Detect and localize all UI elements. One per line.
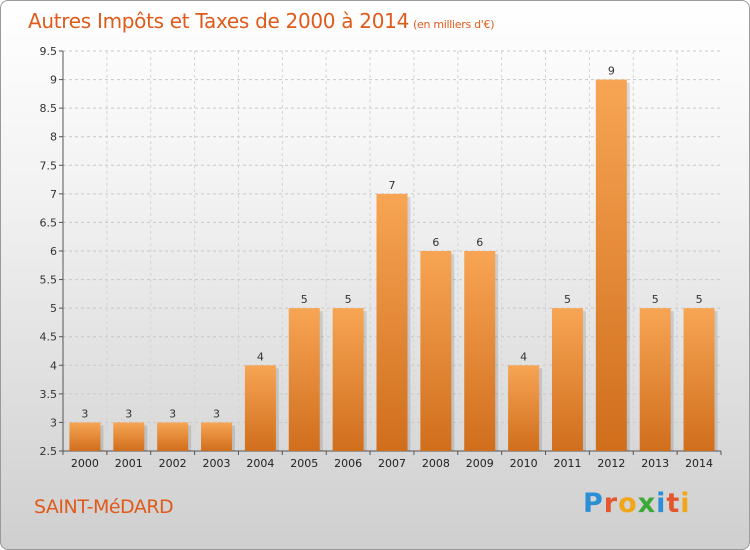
y-tick-label: 2.5 (40, 445, 58, 458)
bar-value-label: 6 (432, 236, 439, 249)
bar-value-label: 5 (696, 293, 703, 306)
bar-value-label: 3 (213, 407, 220, 420)
logo-letter: x (637, 488, 657, 519)
y-tick-label: 3.5 (40, 388, 58, 401)
bars (69, 79, 718, 452)
y-tick-label: 5 (50, 302, 57, 315)
x-tick-label: 2007 (378, 457, 406, 470)
bar (376, 193, 408, 451)
bar (464, 251, 496, 451)
bar-value-label: 5 (345, 293, 352, 306)
x-tick-label: 2013 (641, 457, 669, 470)
y-tick-label: 3 (50, 416, 57, 429)
x-tick-label: 2012 (597, 457, 625, 470)
bar (113, 422, 145, 451)
bar-value-label: 7 (389, 179, 396, 192)
bar-value-label: 5 (652, 293, 659, 306)
x-tick-label: 2001 (115, 457, 143, 470)
labels: 2.5 3 3.5 4 4.5 5 5.5 6 6.5 7 7.5 8 8.5 9 9.5 3 2000 3 200… (40, 45, 714, 470)
chart-unit: (en milliers d'€) (413, 18, 495, 31)
bar (332, 308, 364, 451)
bar (288, 308, 320, 451)
x-tick-label: 2006 (334, 457, 362, 470)
x-tick-label: 2005 (290, 457, 318, 470)
x-tick-label: 2002 (159, 457, 187, 470)
logo-letter: t (666, 488, 681, 519)
x-tick-label: 2004 (246, 457, 274, 470)
x-tick-label: 2011 (553, 457, 581, 470)
y-tick-label: 4.5 (40, 331, 58, 344)
y-tick-label: 7.5 (40, 159, 58, 172)
bar (157, 422, 189, 451)
bar (508, 365, 540, 451)
y-tick-label: 7 (50, 188, 57, 201)
bar-value-label: 3 (125, 407, 132, 420)
y-tick-label: 5.5 (40, 274, 58, 287)
y-tick-label: 8.5 (40, 102, 58, 115)
commune-name: SAINT-MéDARD (34, 496, 174, 518)
logo-letter: P (583, 488, 604, 519)
x-tick-label: 2010 (510, 457, 538, 470)
y-tick-label: 4 (50, 359, 57, 372)
bar-value-label: 4 (520, 350, 527, 363)
y-tick-label: 8 (50, 131, 57, 144)
chart-title-text: Autres Impôts et Taxes de 2000 à 2014 (28, 9, 409, 33)
bar-value-label: 3 (169, 407, 176, 420)
x-tick-label: 2014 (685, 457, 713, 470)
bar-value-label: 4 (257, 350, 264, 363)
bar-value-label: 3 (81, 407, 88, 420)
bar-value-label: 9 (608, 65, 615, 78)
logo-letter: o (618, 488, 638, 519)
x-tick-label: 2003 (203, 457, 231, 470)
logo-letter: i (680, 488, 691, 519)
bar (244, 365, 276, 451)
x-tick-label: 2008 (422, 457, 450, 470)
logo-letter: i (656, 488, 667, 519)
bar-value-label: 6 (476, 236, 483, 249)
bar (595, 79, 627, 452)
bar (551, 308, 583, 451)
bar-value-label: 5 (564, 293, 571, 306)
bar (683, 308, 715, 451)
x-tick-label: 2009 (466, 457, 494, 470)
chart-title: Autres Impôts et Taxes de 2000 à 2014 (en… (28, 9, 494, 33)
bar (420, 251, 452, 451)
bar (69, 422, 101, 451)
proxiti-logo: Proxiti (583, 488, 691, 519)
y-tick-label: 9.5 (40, 45, 58, 58)
logo-letter: r (603, 488, 619, 519)
bar (201, 422, 233, 451)
y-tick-label: 6.5 (40, 216, 58, 229)
x-tick-label: 2000 (71, 457, 99, 470)
bar-value-label: 5 (301, 293, 308, 306)
bar (639, 308, 671, 451)
y-tick-label: 6 (50, 245, 57, 258)
y-tick-label: 9 (50, 74, 57, 87)
